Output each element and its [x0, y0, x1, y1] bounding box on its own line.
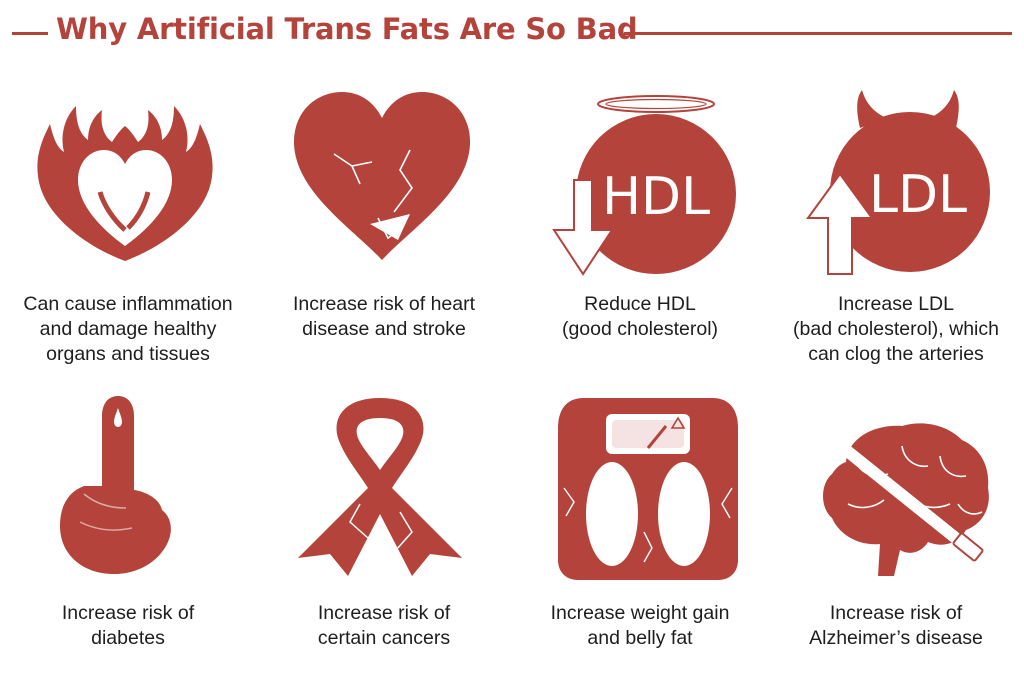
cancer-ribbon-icon: [298, 398, 462, 576]
hdl-label: HDL: [602, 167, 710, 227]
title-row: Why Artificial Trans Fats Are So Bad: [0, 0, 1024, 64]
caption-hdl: Reduce HDL (good cholesterol): [561, 293, 719, 340]
caption-ldl: Increase LDL (bad cholesterol), which ca…: [793, 293, 999, 365]
caption-diabetes: Increase risk of diabetes: [61, 602, 195, 649]
flaming-heart-icon: [37, 106, 213, 261]
ldl-devil-icon: LDL: [806, 90, 990, 275]
caption-weight-gain: Increase weight gain and belly fat: [550, 602, 730, 649]
hdl-halo-icon: HDL: [552, 95, 736, 276]
title-rule-right: [624, 32, 1012, 35]
caption-alzheimers: Increase risk of Alzheimer’s disease: [809, 602, 983, 649]
cracked-heart-icon: [293, 92, 471, 260]
caption-inflammation: Can cause inflammation and damage health…: [23, 293, 233, 365]
page-title: Why Artificial Trans Fats Are So Bad: [56, 12, 638, 46]
brain-icon: [820, 423, 994, 576]
weight-scale-icon: [558, 398, 738, 580]
caption-heart-disease: Increase risk of heart disease and strok…: [292, 293, 476, 340]
title-rule-left: [12, 32, 48, 35]
ldl-label: LDL: [869, 165, 967, 225]
finger-drop-icon: [60, 396, 171, 574]
caption-cancers: Increase risk of certain cancers: [317, 602, 451, 649]
